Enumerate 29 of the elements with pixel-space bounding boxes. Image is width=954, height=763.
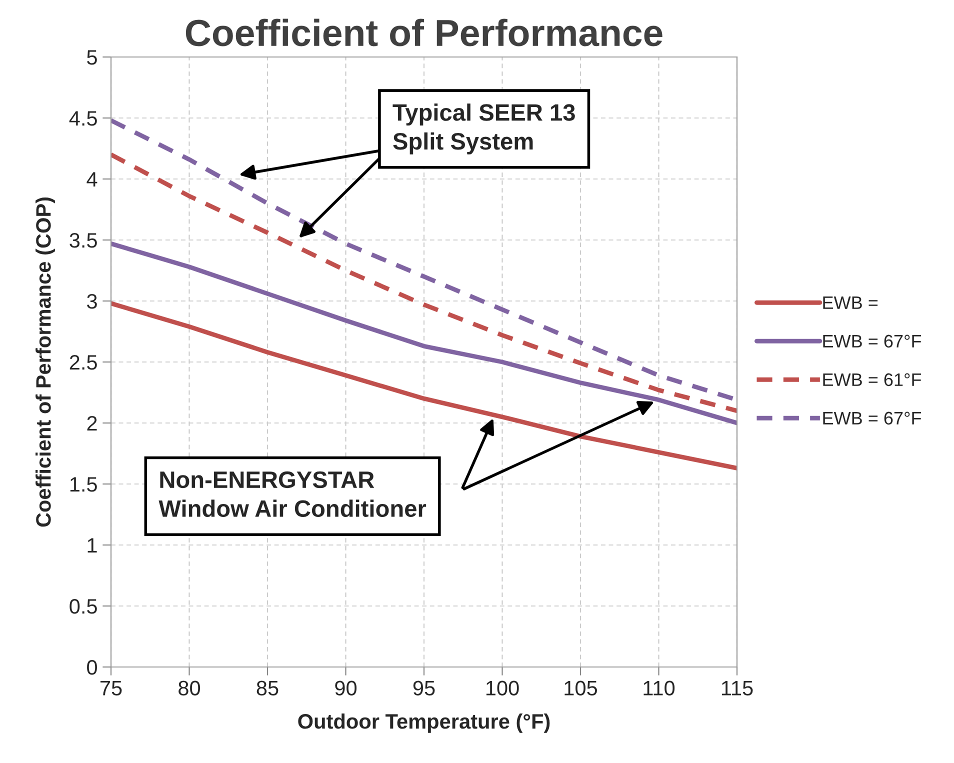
legend-label: EWB = 67°F	[823, 412, 922, 425]
y-tick-label: 2.5	[70, 355, 97, 370]
x-tick-label: 110	[644, 680, 675, 696]
x-tick-label: 90	[335, 680, 357, 696]
x-tick-label: 85	[256, 680, 278, 696]
y-tick-label: 4.5	[69, 111, 97, 126]
chart-title: Coefficient of Performance	[186, 18, 662, 46]
x-tick-label: 115	[722, 680, 753, 696]
x-axis-title: Outdoor Temperature (°F)	[298, 714, 550, 733]
legend-label: EWB = 61°F	[823, 373, 922, 386]
y-tick-label: 0.5	[70, 599, 97, 614]
y-tick-label: 3.5	[70, 233, 97, 248]
x-tick-label: 100	[486, 680, 519, 696]
y-tick-label: 1	[88, 538, 97, 553]
y-tick-label: 0	[87, 660, 97, 675]
y-tick-label: 2	[87, 416, 97, 431]
legend-label: EWB =	[823, 296, 878, 309]
y-tick-label: 1.5	[70, 477, 97, 492]
annotation: Typical SEER 13 Split System	[392, 104, 575, 154]
annotation: Non-ENERGYSTAR Window Air Conditioner	[158, 471, 426, 517]
y-axis-title: Coefficient of Performance (COP)	[36, 197, 55, 527]
y-tick-label: 4	[86, 172, 98, 187]
x-tick-label: 75	[100, 680, 122, 696]
x-tick-label: 80	[178, 680, 200, 696]
x-tick-label: 105	[564, 680, 598, 696]
y-tick-label: 3	[87, 294, 97, 309]
legend-label: EWB = 67°F	[823, 334, 922, 348]
x-tick-label: 95	[413, 680, 435, 696]
y-tick-label: 5	[87, 50, 97, 65]
